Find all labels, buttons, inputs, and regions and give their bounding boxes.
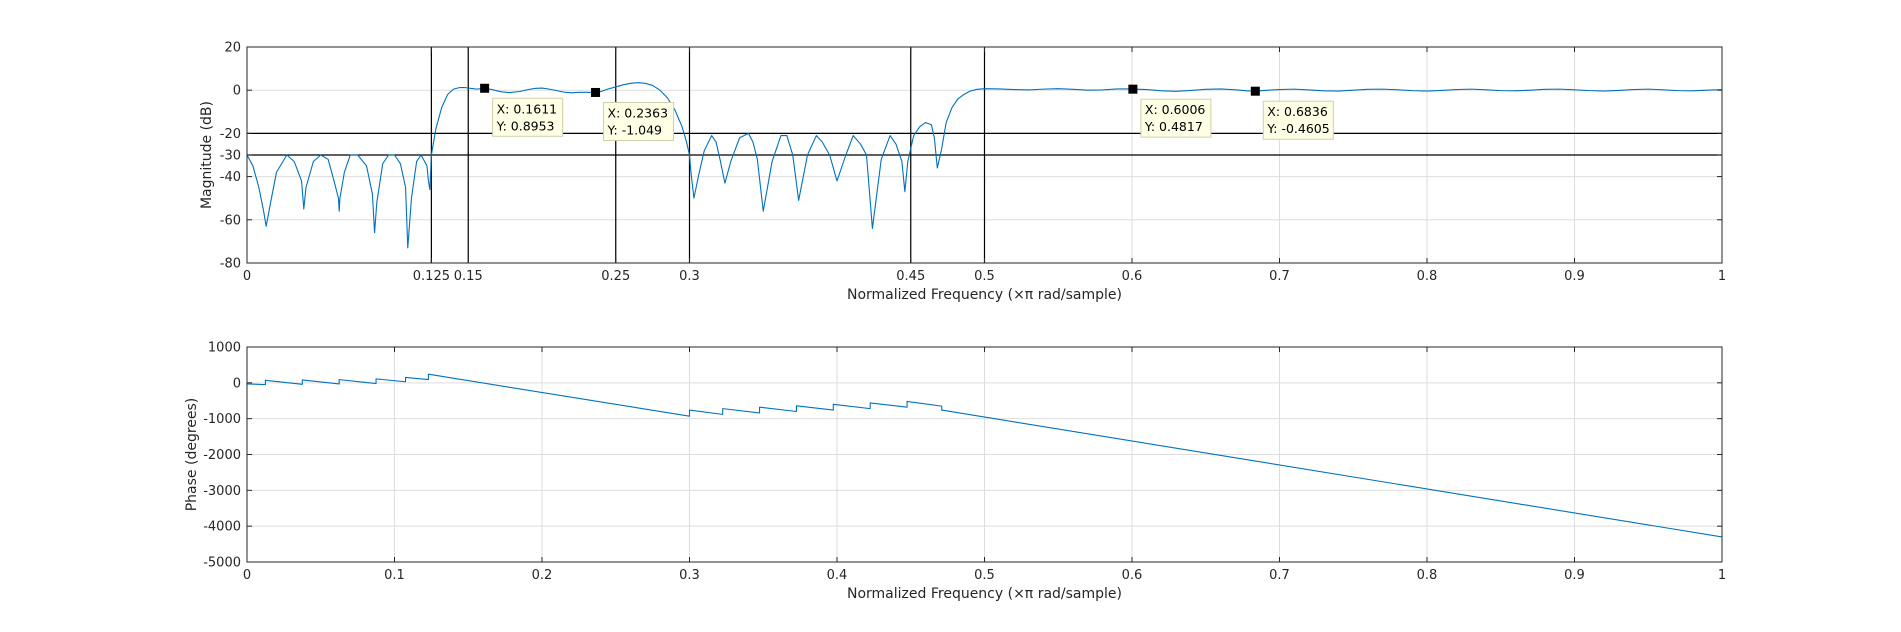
datatip-y-label: Y: -1.049 bbox=[607, 122, 663, 137]
datatip-marker[interactable] bbox=[591, 87, 601, 97]
mag-x-tick-label: 0.7 bbox=[1269, 269, 1290, 284]
datatip-box[interactable] bbox=[1140, 98, 1212, 138]
phase-grid bbox=[247, 347, 1722, 562]
mag-x-tick-label: 0.5 bbox=[974, 269, 995, 284]
ph-y-tick-label: -1000 bbox=[203, 412, 241, 427]
datatip-x-label: X: 0.6836 bbox=[1267, 104, 1328, 119]
magnitude-series bbox=[246, 82, 1723, 249]
datatip-marker[interactable] bbox=[1250, 86, 1260, 96]
mag-x-tick-label: 1 bbox=[1718, 269, 1726, 284]
mag-x-tick-label: 0.25 bbox=[601, 269, 630, 284]
mag-y-tick-label: 20 bbox=[224, 41, 241, 56]
datatip-marker[interactable] bbox=[480, 83, 490, 93]
mag-x-tick-label: 0.6 bbox=[1122, 269, 1143, 284]
magnitude-axes-frame bbox=[246, 46, 1723, 264]
phase-axes: 0 0.1 0.2 0.3 0.4 0.5 0.6 0.7 0.8 0.9 1 1000 0 -1000 -… bbox=[184, 341, 1726, 603]
mag-y-tick-label: -20 bbox=[220, 127, 241, 142]
ph-y-tick-label: -4000 bbox=[203, 520, 241, 535]
datatip-marker[interactable] bbox=[1128, 84, 1138, 94]
ph-x-tick-label: 0.5 bbox=[974, 568, 995, 583]
mag-x-tick-label: 0.125 bbox=[413, 269, 450, 284]
phase-y-axis-label: Phase (degrees) bbox=[184, 398, 200, 512]
datatip-y-label: Y: 0.4817 bbox=[1144, 119, 1203, 134]
mag-x-tick-label: 0.8 bbox=[1417, 269, 1438, 284]
mag-y-tick-label: -60 bbox=[220, 213, 241, 228]
ph-x-tick-label: 0.4 bbox=[827, 568, 848, 583]
mag-y-tick-label: -40 bbox=[220, 170, 241, 185]
datatip-box[interactable] bbox=[603, 101, 675, 141]
phase-x-axis-label: Normalized Frequency (×π rad/sample) bbox=[847, 586, 1122, 602]
mag-x-tick-label: 0.15 bbox=[454, 269, 483, 284]
magnitude-datatips: X: 0.1611 Y: 0.8953 X: 0.2363 Y: -1.049 X: 0… bbox=[480, 83, 1334, 141]
magnitude-y-axis-label: Magnitude (dB) bbox=[199, 101, 215, 209]
magnitude-x-axis-label: Normalized Frequency (×π rad/sample) bbox=[847, 287, 1122, 303]
mag-x-tick-label: 0.3 bbox=[679, 269, 700, 284]
ph-x-tick-label: 0.8 bbox=[1417, 568, 1438, 583]
ph-x-tick-label: 0.6 bbox=[1122, 568, 1143, 583]
ph-x-tick-label: 0.7 bbox=[1269, 568, 1290, 583]
mag-x-tick-label: 0.45 bbox=[896, 269, 925, 284]
ph-y-tick-label: -5000 bbox=[203, 556, 241, 571]
ph-x-tick-label: 0.1 bbox=[384, 568, 405, 583]
datatip-x-label: X: 0.1611 bbox=[497, 101, 558, 116]
ph-x-tick-label: 0 bbox=[243, 568, 251, 583]
datatip-x-label: X: 0.6006 bbox=[1145, 102, 1206, 117]
phase-axes-frame bbox=[246, 346, 1723, 563]
phase-ticks: 0 0.1 0.2 0.3 0.4 0.5 0.6 0.7 0.8 0.9 1 1000 0 -1000 -… bbox=[203, 341, 1726, 584]
ph-x-tick-label: 0.2 bbox=[532, 568, 553, 583]
datatip-box[interactable] bbox=[1262, 100, 1334, 140]
magnitude-axes: 0 0.125 0.15 0.25 0.3 0.45 0.5 0.6 0.7 0.8 0.9 1 20 0… bbox=[199, 41, 1726, 304]
datatip-box[interactable] bbox=[492, 97, 564, 137]
ph-y-tick-label: -2000 bbox=[203, 448, 241, 463]
mag-y-tick-label: 0 bbox=[233, 84, 241, 99]
ph-x-tick-label: 1 bbox=[1718, 568, 1726, 583]
datatip-x-label: X: 0.2363 bbox=[608, 105, 669, 120]
mag-x-tick-label: 0 bbox=[243, 269, 251, 284]
ph-y-tick-label: 0 bbox=[233, 376, 241, 391]
ph-y-tick-label: -3000 bbox=[203, 484, 241, 499]
datatip-y-label: Y: 0.8953 bbox=[496, 118, 555, 133]
mag-y-tick-label: -80 bbox=[220, 257, 241, 272]
ph-x-tick-label: 0.3 bbox=[679, 568, 700, 583]
mag-series-line bbox=[246, 82, 1723, 249]
ph-series-line bbox=[246, 373, 1723, 538]
datatip-y-label: Y: -0.4605 bbox=[1266, 121, 1329, 136]
ph-y-tick-label: 1000 bbox=[208, 341, 241, 356]
magnitude-ticks: 0 0.125 0.15 0.25 0.3 0.45 0.5 0.6 0.7 0.8 0.9 1 20 0… bbox=[220, 41, 1726, 285]
ph-x-tick-label: 0.9 bbox=[1564, 568, 1585, 583]
mag-y-tick-label: -30 bbox=[220, 149, 241, 164]
mag-x-tick-label: 0.9 bbox=[1564, 269, 1585, 284]
phase-series bbox=[246, 373, 1723, 538]
